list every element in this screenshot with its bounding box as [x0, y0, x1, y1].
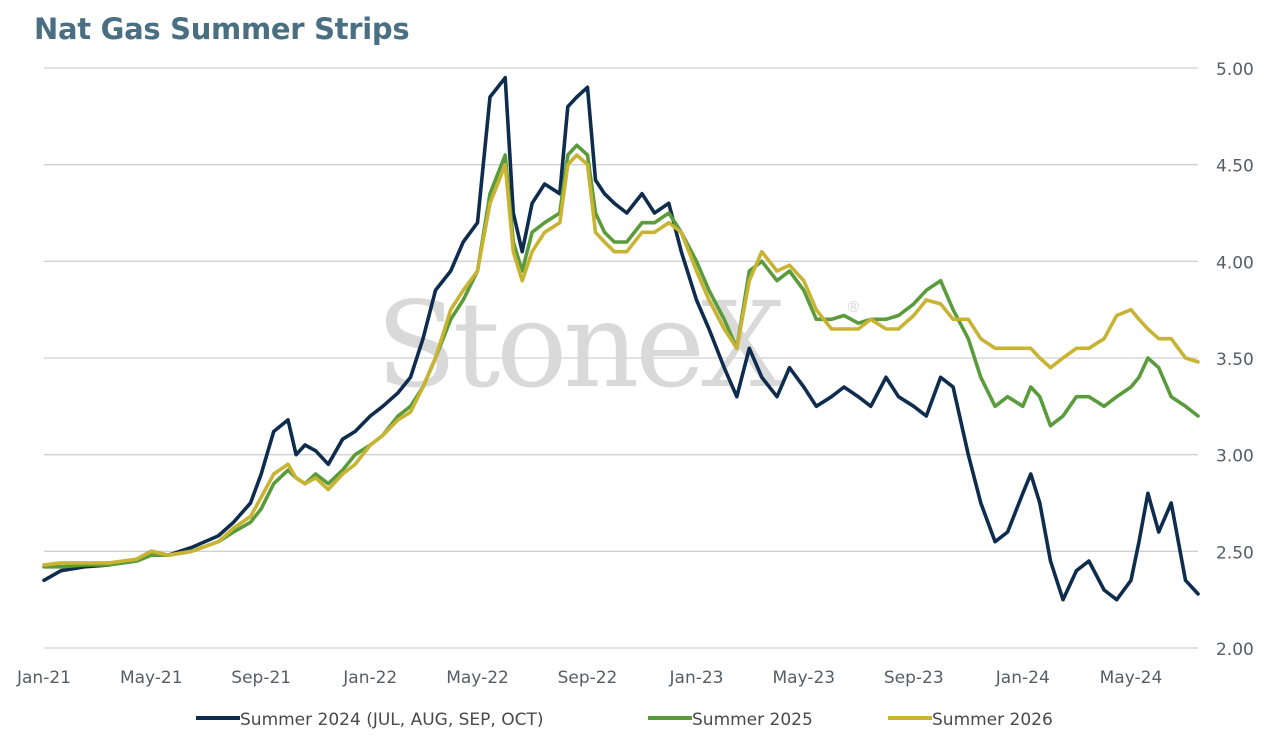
series-lines: [42, 75, 1200, 602]
x-tick-label: Jan-21: [16, 668, 71, 688]
x-tick-label: Jan-23: [669, 668, 724, 688]
legend: Summer 2024 (JUL, AUG, SEP, OCT) Summer 2…: [196, 710, 1053, 730]
x-tick-label: May-21: [120, 668, 183, 688]
y-tick-label: 4.00: [1216, 253, 1254, 273]
series-line-1: [42, 75, 1200, 602]
x-tick-label: Jan-22: [342, 668, 397, 688]
x-tick-label: Sep-21: [231, 668, 291, 688]
y-tick-label: 5.00: [1216, 60, 1254, 80]
x-axis-ticks: Jan-21 May-21 Sep-21 Jan-22 May-22 Sep-22 Jan-…: [16, 668, 1162, 688]
x-tick-label: May-22: [446, 668, 509, 688]
x-tick-label: May-23: [772, 668, 835, 688]
chart-title: Nat Gas Summer Strips: [34, 12, 410, 46]
series-line-3: [42, 153, 1200, 567]
y-axis-ticks: 2.00 2.50 3.00 3.50 4.00 4.50 5.00: [1216, 60, 1254, 660]
legend-label: Summer 2025: [692, 710, 813, 730]
legend-label: Summer 2026: [932, 710, 1053, 730]
registered-mark: ®: [846, 298, 861, 316]
y-tick-label: 2.00: [1216, 640, 1254, 660]
watermark-logo: StoneX: [376, 276, 785, 414]
y-tick-label: 2.50: [1216, 543, 1254, 563]
x-tick-label: May-24: [1100, 668, 1163, 688]
x-tick-label: Sep-22: [558, 668, 618, 688]
y-tick-label: 4.50: [1216, 157, 1254, 177]
y-tick-label: 3.00: [1216, 447, 1254, 467]
x-tick-label: Sep-23: [884, 668, 944, 688]
legend-label: Summer 2024 (JUL, AUG, SEP, OCT): [240, 710, 544, 730]
gridlines: [44, 67, 1198, 649]
x-tick-label: Jan-24: [995, 668, 1050, 688]
y-tick-label: 3.50: [1216, 350, 1254, 370]
